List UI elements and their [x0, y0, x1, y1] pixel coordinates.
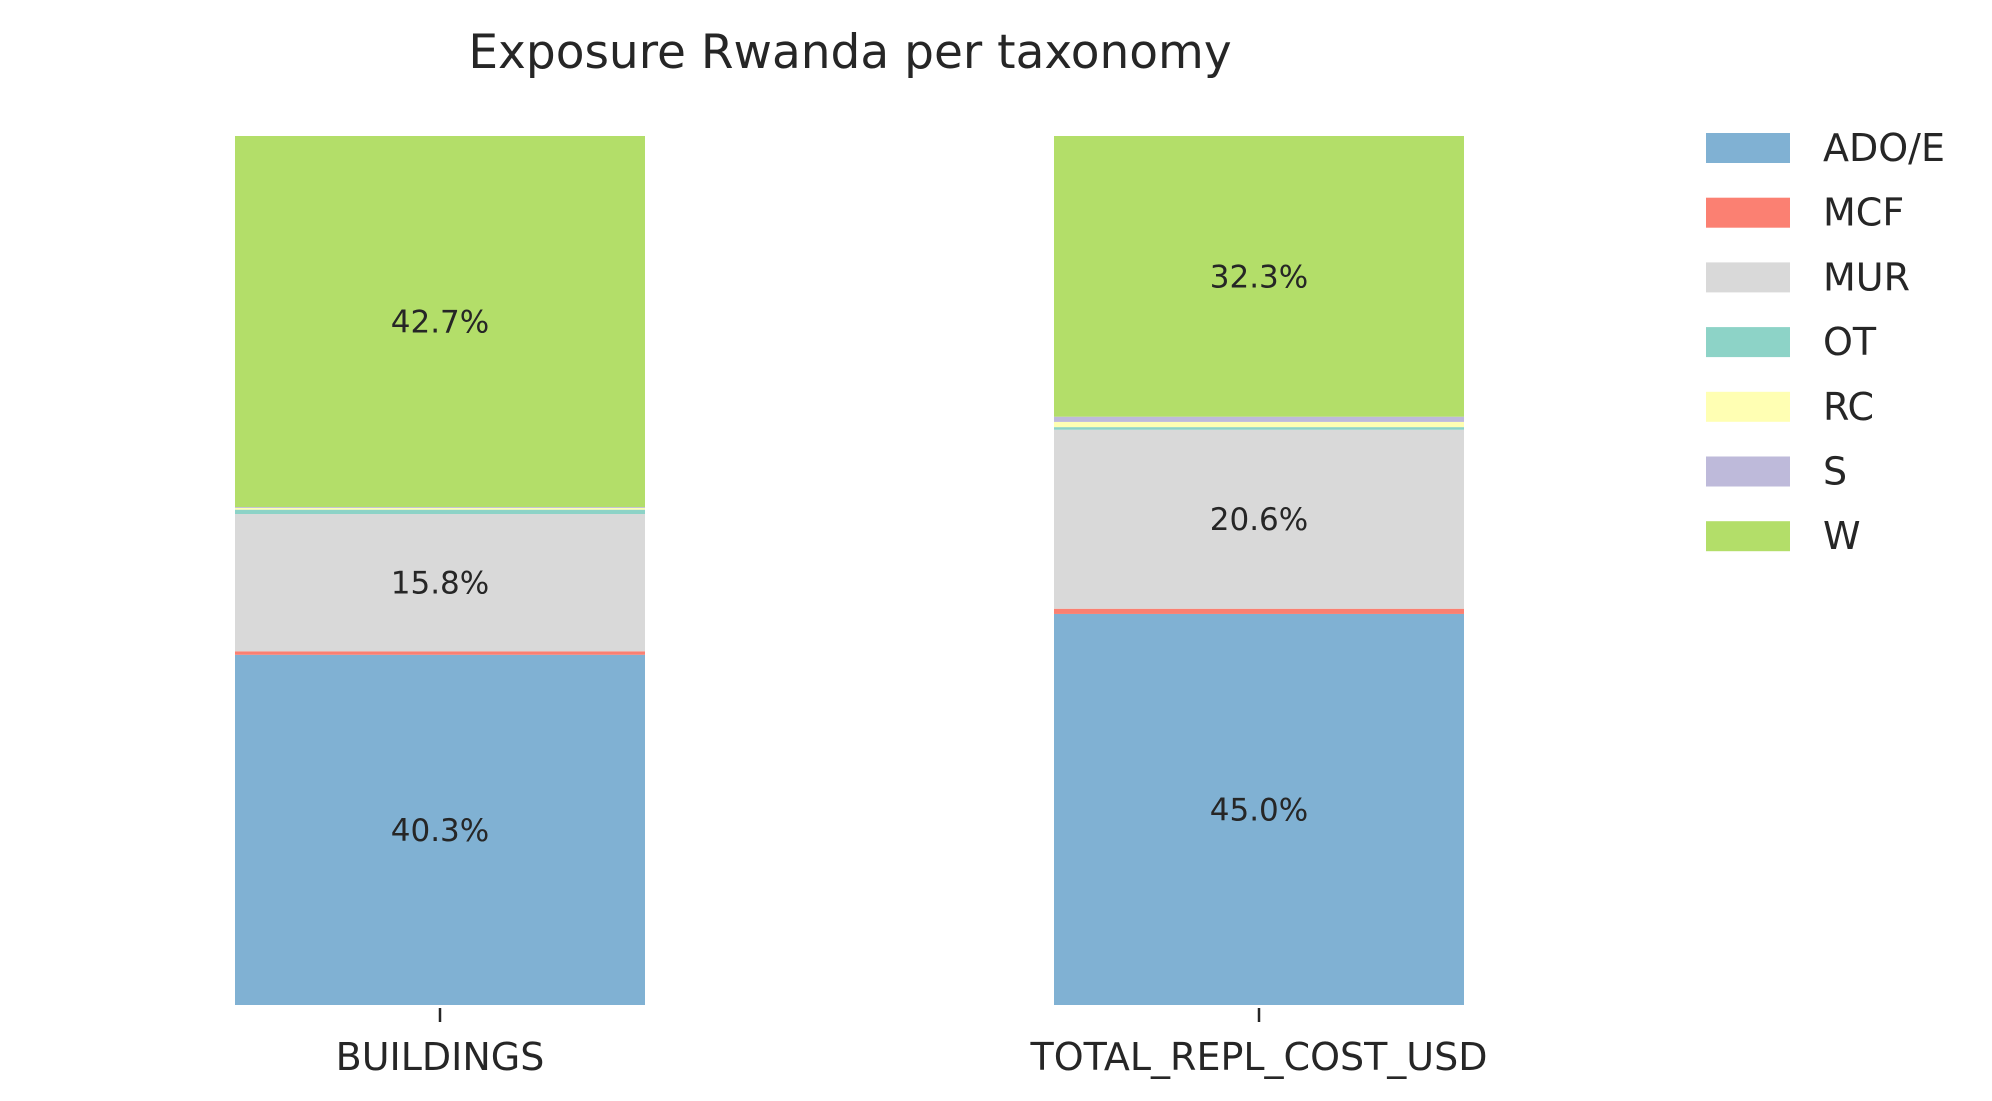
legend-label: OT: [1823, 320, 1877, 364]
bar-segment-s-buildings: [235, 507, 645, 508]
bar-segment-ado-e-total-repl-cost-usd: [1054, 613, 1464, 1005]
x-axis: BUILDINGS TOTAL_REPL_COST_USD: [336, 1008, 1488, 1079]
bar-segment-mcf-total-repl-cost-usd: [1054, 608, 1464, 614]
bar-segment-mcf-buildings: [235, 651, 645, 655]
legend-swatch: [1706, 262, 1790, 293]
legend-swatch: [1706, 521, 1790, 552]
legend-item-ot: OT: [1706, 320, 1877, 364]
legend-item-s: S: [1706, 450, 1847, 494]
data-label: 40.3%: [391, 813, 489, 849]
bar-segment-mur-total-repl-cost-usd: [1054, 429, 1464, 609]
legend-label: MCF: [1823, 191, 1904, 235]
legend-item-mcf: MCF: [1706, 191, 1904, 235]
data-label: 15.8%: [391, 566, 489, 602]
x-tick-label: TOTAL_REPL_COST_USD: [1029, 1035, 1487, 1079]
bar-segment-ot-total-repl-cost-usd: [1054, 427, 1464, 430]
bar-segment-w-buildings: [235, 136, 645, 508]
legend-swatch: [1706, 456, 1790, 487]
legend-label: MUR: [1823, 255, 1910, 299]
bar-segment-mur-buildings: [235, 514, 645, 652]
bar-segment-ot-buildings: [235, 509, 645, 515]
legend-item-rc: RC: [1706, 385, 1874, 429]
legend-swatch: [1706, 197, 1790, 228]
legend-item-w: W: [1706, 514, 1861, 558]
legend-swatch: [1706, 133, 1790, 163]
x-tick-label: BUILDINGS: [336, 1035, 545, 1079]
bar-segment-w-total-repl-cost-usd: [1054, 136, 1464, 417]
chart-title: Exposure Rwanda per taxonomy: [468, 25, 1231, 80]
bar-segment-ado-e-buildings: [235, 654, 645, 1005]
data-label: 20.6%: [1210, 502, 1308, 538]
data-label: 45.0%: [1210, 792, 1308, 828]
legend-item-ado-e: ADO/E: [1706, 126, 1945, 170]
legend-label: W: [1823, 514, 1861, 558]
bar-segment-s-total-repl-cost-usd: [1054, 416, 1464, 422]
segment-labels-layer: 40.3% 15.8% 42.7% 45.0% 20.6% 32.3%: [391, 259, 1308, 849]
legend-label: S: [1823, 450, 1847, 494]
legend-label: RC: [1823, 385, 1874, 429]
legend-item-mur: MUR: [1706, 255, 1910, 299]
bar-segment-rc-buildings: [235, 507, 645, 510]
bars-layer: [235, 136, 1464, 1005]
data-label: 42.7%: [391, 305, 489, 341]
data-label: 32.3%: [1210, 259, 1308, 295]
legend-label: ADO/E: [1823, 126, 1945, 170]
legend-swatch: [1706, 327, 1790, 358]
legend-swatch: [1706, 391, 1790, 422]
legend: ADO/E MCF MUR OT RC SW: [1706, 126, 1945, 558]
bar-segment-rc-total-repl-cost-usd: [1054, 421, 1464, 428]
